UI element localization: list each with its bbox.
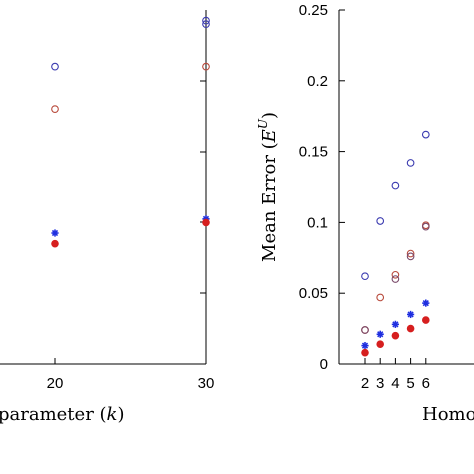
right-y-axis-label: Mean Error (EU) [256, 112, 280, 262]
left-points [51, 16, 210, 248]
right-data-point-stroke [422, 300, 429, 307]
right-ytick-label: 0.2 [307, 73, 328, 90]
left-data-point [202, 16, 210, 25]
right-xtick-label: 4 [391, 375, 399, 392]
left-x-axis-label-var: k [107, 404, 118, 425]
left-data-point-stroke [51, 229, 59, 237]
right-data-point-stroke [407, 311, 414, 318]
left-data-point [51, 229, 59, 237]
right-data-point [421, 130, 430, 139]
right-ytick-label: 0 [320, 356, 328, 373]
right-data-point-stroke [361, 342, 369, 349]
left-xtick-label: 30 [198, 375, 215, 392]
right-xtick-label: 6 [422, 375, 430, 392]
right-data-point [406, 159, 415, 167]
right-points [361, 130, 430, 357]
left-data-point [202, 218, 210, 227]
right-data-point [391, 181, 400, 190]
right-data-point [391, 270, 400, 279]
right-data-point [407, 310, 415, 319]
left-x-axis-label-text: ) [117, 404, 124, 425]
right-ytick-label: 0.05 [299, 285, 328, 302]
right-data-point [376, 340, 385, 348]
right-data-point [391, 320, 399, 328]
left-y-ticks [200, 80, 206, 294]
right-ytick-label: 0.15 [299, 144, 328, 161]
right-data-point [376, 217, 385, 225]
right-ytick-label: 0.25 [299, 2, 328, 19]
right-y-axis-label-text: Mean Error ( [259, 142, 280, 262]
right-y-axis-label-var: E [259, 129, 280, 143]
right-x-axis-label: Homo [422, 404, 474, 425]
left-x-axis-label-text: parameter ( [0, 404, 107, 425]
right-xtick-label: 3 [376, 375, 384, 392]
right-data-point [406, 249, 415, 258]
left-xtick-label: 20 [47, 375, 64, 392]
right-data-point [422, 316, 430, 324]
left-data-point [202, 20, 210, 29]
left-panel: 20 30 parameter (k) [0, 10, 214, 425]
right-y-ticks: 0 0.05 0.1 0.15 0.2 0.25 [299, 2, 345, 373]
right-data-point [376, 293, 385, 302]
left-data-point [51, 105, 59, 113]
right-data-point [376, 330, 384, 338]
right-data-point-stroke [377, 331, 384, 338]
right-y-axis-label-sup: U [256, 118, 270, 129]
right-ytick-label: 0.1 [307, 214, 328, 231]
right-xtick-label: 2 [361, 375, 369, 392]
left-data-point [202, 62, 210, 71]
right-data-point [361, 341, 369, 350]
right-data-point [361, 348, 369, 357]
left-data-point [51, 239, 59, 248]
right-data-point [361, 272, 369, 281]
right-data-point [391, 331, 400, 340]
right-data-point [406, 252, 415, 261]
right-y-axis-label-text: ) [259, 112, 280, 119]
right-data-point [361, 326, 369, 334]
right-data-point [422, 299, 430, 307]
right-xtick-label: 5 [406, 375, 414, 392]
right-data-point [421, 222, 430, 231]
left-data-point [51, 62, 59, 71]
right-data-point-stroke [392, 321, 399, 328]
right-data-point [406, 324, 415, 333]
left-x-axis-label: parameter (k) [0, 404, 125, 425]
right-data-point [391, 275, 400, 283]
left-x-ticks: 20 30 [47, 358, 215, 392]
